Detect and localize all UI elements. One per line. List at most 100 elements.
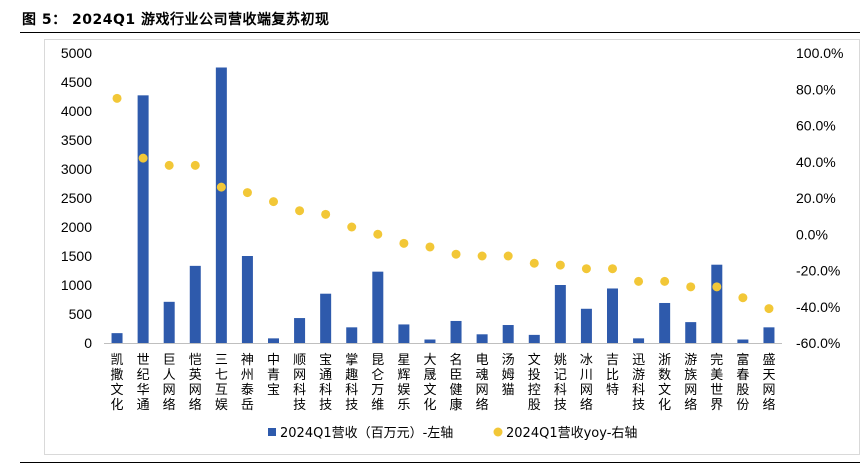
category-label: 电魂网络 — [476, 353, 489, 413]
category-label: 汤姆猫 — [502, 353, 515, 398]
yoy-point — [660, 276, 670, 286]
bar — [450, 320, 462, 343]
bar — [737, 339, 749, 343]
bar — [763, 327, 775, 343]
legend-yoy-swatch — [493, 427, 503, 437]
yoy-point — [164, 160, 174, 170]
bar — [268, 338, 279, 343]
yoy-point — [321, 209, 331, 219]
title-rule — [20, 32, 860, 33]
category-label: 神州泰岳 — [241, 353, 254, 413]
category-label: 完美世界 — [710, 353, 723, 413]
bar — [502, 325, 514, 343]
bar — [320, 293, 332, 343]
category-label: 掌趣科技 — [345, 353, 358, 413]
category-label: 顺网科技 — [293, 353, 306, 413]
left-axis-tick-label: 4500 — [61, 74, 92, 90]
bar — [476, 334, 488, 343]
yoy-point — [529, 258, 539, 268]
category-label: 星辉娱乐 — [397, 353, 410, 413]
category-label: 游族网络 — [684, 353, 697, 413]
bar — [685, 322, 697, 343]
yoy-point — [347, 222, 357, 232]
right-axis-tick-label: 0.0% — [796, 226, 828, 242]
legend-bar-swatch — [268, 428, 276, 436]
bar — [607, 288, 618, 343]
yoy-point — [138, 153, 148, 163]
yoy-point — [634, 276, 644, 286]
category-label: 宝通科技 — [319, 353, 332, 413]
bar — [554, 285, 566, 343]
yoy-point — [295, 206, 305, 216]
bar — [111, 333, 123, 343]
left-axis-tick-label: 4000 — [61, 103, 92, 119]
bar — [528, 334, 540, 343]
right-axis-tick-label: -20.0% — [796, 263, 840, 279]
legend: 2024Q1营收（百万元）-左轴 2024Q1营收yoy-右轴 — [268, 426, 637, 441]
category-label: 吉比特 — [606, 353, 619, 398]
bar — [424, 339, 436, 343]
yoy-point — [555, 260, 565, 270]
category-label: 世纪华通 — [137, 353, 150, 413]
yoy-series — [112, 93, 774, 314]
legend-yoy-label: 2024Q1营收yoy-右轴 — [506, 426, 637, 441]
left-axis-tick-label: 500 — [69, 306, 93, 322]
legend-bar-label: 2024Q1营收（百万元）-左轴 — [280, 426, 453, 441]
bar — [398, 324, 410, 343]
yoy-point — [269, 197, 278, 207]
category-label: 浙数文化 — [658, 353, 671, 413]
right-axis-tick-label: 80.0% — [796, 81, 836, 97]
bottom-rule — [20, 462, 860, 463]
right-axis-tick-label: -40.0% — [796, 299, 840, 315]
bar — [294, 318, 306, 343]
category-label: 冰川网络 — [580, 353, 593, 413]
category-label: 中青宝 — [267, 353, 280, 398]
bar — [215, 67, 227, 343]
right-axis-tick-label: 40.0% — [796, 154, 836, 170]
right-axis-tick-label: 20.0% — [796, 190, 836, 206]
right-axis-tick-label: -60.0% — [796, 335, 840, 351]
category-label: 三七互娱 — [215, 353, 228, 413]
bar — [189, 265, 201, 343]
right-axis-tick-label: 100.0% — [796, 45, 843, 61]
yoy-point — [712, 282, 722, 292]
axes: 0 500 1000 1500 2000 2500 3000 3500 4000 4500 5000… — [61, 45, 844, 351]
bar — [241, 256, 253, 343]
bar — [633, 338, 645, 343]
bar — [372, 271, 384, 343]
yoy-point — [477, 251, 487, 261]
bar — [163, 301, 175, 343]
category-label: 盛天网络 — [762, 353, 775, 413]
category-label: 迅游科技 — [632, 353, 645, 413]
bar — [711, 264, 723, 343]
bar-series — [111, 67, 775, 343]
left-axis-tick-label: 1500 — [61, 248, 92, 264]
category-label: 文投控股 — [528, 353, 541, 413]
category-label: 大晟文化 — [423, 353, 436, 413]
category-label: 恺英网络 — [189, 353, 202, 413]
category-labels: 凯撒文化世纪华通巨人网络恺英网络三七互娱神州泰岳中青宝顺网科技宝通科技掌趣科技昆… — [111, 352, 776, 413]
left-axis-tick-label: 1000 — [61, 277, 92, 293]
yoy-point — [764, 304, 774, 314]
left-axis-tick-label: 3000 — [61, 161, 92, 177]
bar — [137, 95, 149, 343]
yoy-point — [425, 242, 435, 252]
category-label: 姚记科技 — [554, 353, 567, 413]
left-axis-tick-label: 5000 — [61, 45, 92, 61]
category-label: 凯撒文化 — [111, 353, 124, 413]
yoy-point — [581, 264, 591, 274]
bar — [659, 302, 671, 343]
chart-frame — [44, 39, 860, 455]
bar — [346, 327, 358, 343]
category-label: 昆仑万维 — [371, 353, 384, 413]
left-axis-tick-label: 3500 — [61, 132, 92, 148]
left-axis-tick-label: 2500 — [61, 190, 92, 206]
yoy-point — [190, 160, 200, 170]
category-label: 富春股份 — [736, 352, 749, 413]
yoy-point — [503, 251, 513, 261]
category-label: 巨人网络 — [163, 353, 176, 413]
right-axis-tick-label: 60.0% — [796, 118, 836, 134]
category-label: 名臣健康 — [450, 352, 463, 413]
yoy-point — [112, 93, 122, 103]
